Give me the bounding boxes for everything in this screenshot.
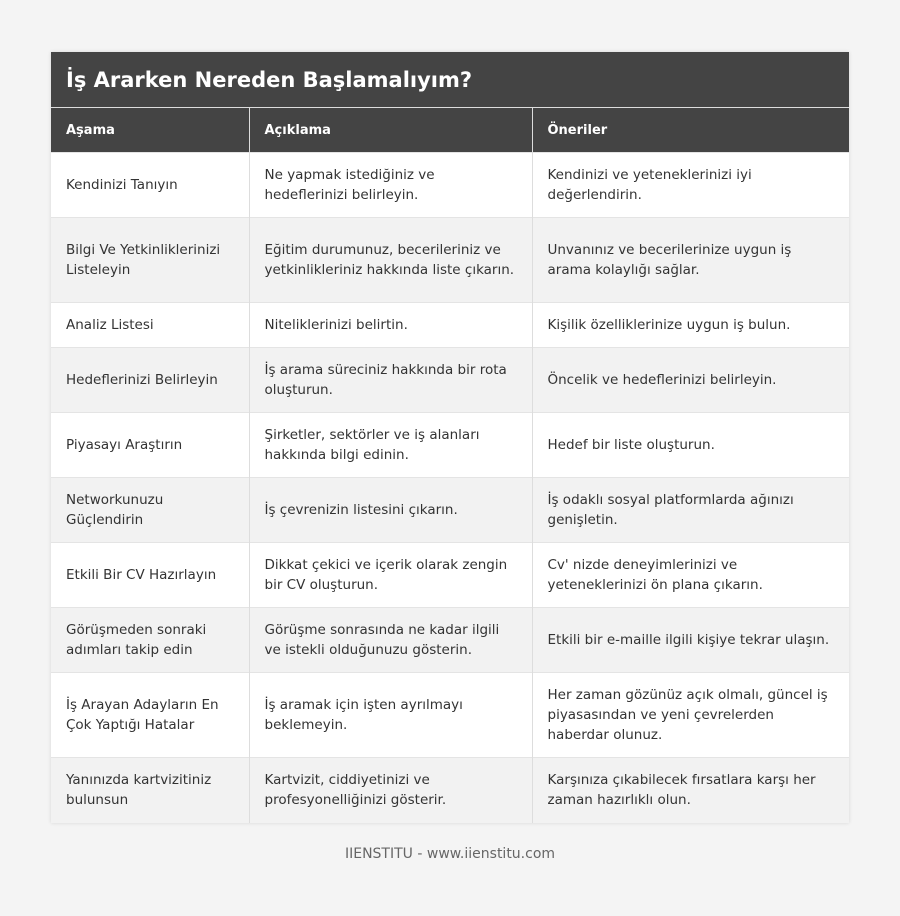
column-header: Aşama [51,108,249,153]
footer-credit: IIENSTITU - www.iienstitu.com [344,846,556,862]
table-row: Piyasayı Araştırın Şirketler, sektörler v… [51,412,849,478]
table-cell: Yanınızda kartvizitiniz bulunsun [51,757,249,823]
table-cell: Öncelik ve hedeflerinizi belirleyin. [531,347,849,413]
table-cell: Her zaman gözünüz açık olmalı, güncel iş… [531,672,849,758]
table-cell: Görüşme sonrasında ne kadar ilgili ve is… [248,607,532,673]
table-cell: İş aramak için işten ayrılmayı beklemeyi… [248,672,532,758]
table-cell: Kendinizi ve yeteneklerinizi iyi değerle… [531,152,849,218]
table-cell: İş arama süreciniz hakkında bir rota olu… [248,347,532,413]
table-cell: Etkili bir e-maille ilgili kişiye tekrar… [531,607,849,673]
table-cell: Eğitim durumunuz, becerileriniz ve yetki… [248,217,532,303]
table-row: Hedeflerinizi Belirleyin İş arama sürecin… [51,347,849,413]
table-cell: İş çevrenizin listesini çıkarın. [248,477,532,543]
table-cell: İş Arayan Adayların En Çok Yaptığı Hatal… [51,672,249,758]
table-cell: Hedeflerinizi Belirleyin [51,347,249,413]
table-cell: Kişilik özelliklerinize uygun iş bulun. [531,302,849,348]
table-card: İş Ararken Nereden Başlamalıyım? Aşama A… [51,52,849,823]
table-row: Yanınızda kartvizitiniz bulunsun Kartvizi… [51,757,849,823]
column-header: Açıklama [248,108,532,153]
table-cell: Cv' nizde deneyimlerinizi ve yetenekleri… [531,542,849,608]
table-row: İş Arayan Adayların En Çok Yaptığı Hatal… [51,672,849,758]
table-cell: Networkunuzu Güçlendirin [51,477,249,543]
table-cell: Hedef bir liste oluşturun. [531,412,849,478]
table-cell: Unvanınız ve becerilerinize uygun iş ara… [531,217,849,303]
table-cell: Analiz Listesi [51,302,249,348]
table-row: Görüşmeden sonraki adımları takip edin Gö… [51,607,849,673]
table-cell: Görüşmeden sonraki adımları takip edin [51,607,249,673]
table-row: Analiz Listesi Niteliklerinizi belirtin. K… [51,302,849,348]
table-cell: Ne yapmak istediğiniz ve hedeflerinizi b… [248,152,532,218]
table-cell: Piyasayı Araştırın [51,412,249,478]
header-row: Aşama Açıklama Öneriler [51,108,849,153]
table-cell: İş odaklı sosyal platformlarda ağınızı g… [531,477,849,543]
table-cell: Kendinizi Tanıyın [51,152,249,218]
table-row: Networkunuzu Güçlendirin İş çevrenizin li… [51,477,849,543]
table-cell: Bilgi Ve Yetkinliklerinizi Listeleyin [51,217,249,303]
column-header: Öneriler [531,108,849,153]
table-cell: Kartvizit, ciddiyetinizi ve profesyonell… [248,757,532,823]
table-cell: Niteliklerinizi belirtin. [248,302,532,348]
page-title: İş Ararken Nereden Başlamalıyım? [51,52,849,108]
table-cell: Karşınıza çıkabilecek fırsatlara karşı h… [531,757,849,823]
data-table: Aşama Açıklama Öneriler Kendinizi Tanıyı… [51,108,849,823]
table-row: Kendinizi Tanıyın Ne yapmak istediğiniz v… [51,152,849,218]
table-row: Etkili Bir CV Hazırlayın Dikkat çekici ve… [51,542,849,608]
table-cell: Dikkat çekici ve içerik olarak zengin bi… [248,542,532,608]
table-cell: Etkili Bir CV Hazırlayın [51,542,249,608]
table-cell: Şirketler, sektörler ve iş alanları hakk… [248,412,532,478]
table-row: Bilgi Ve Yetkinliklerinizi Listeleyin Eği… [51,217,849,303]
